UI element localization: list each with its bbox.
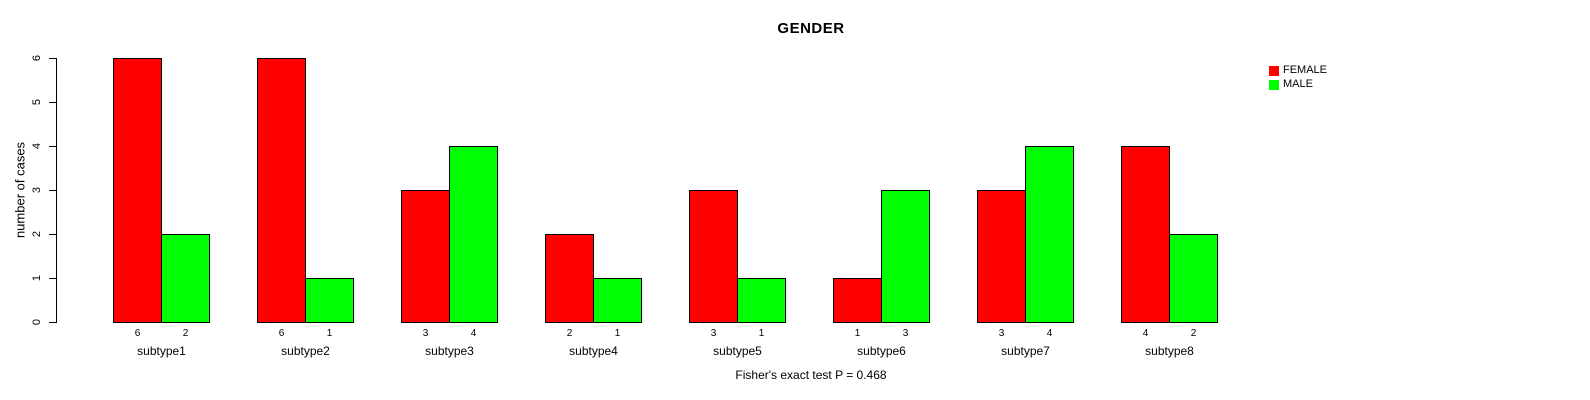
- bar-female-subtype8: [1121, 146, 1170, 323]
- bar-female-subtype3: [401, 190, 450, 323]
- y-tick-label-0: 0: [31, 318, 43, 326]
- category-label-subtype6: subtype6: [857, 344, 906, 358]
- y-axis: [56, 58, 57, 323]
- bar-female-subtype4: [545, 234, 594, 323]
- bar-female-subtype7: [977, 190, 1026, 323]
- bar-value-male-subtype4: 1: [614, 328, 621, 339]
- bar-male-subtype3: [449, 146, 498, 323]
- y-tick-label-1: 1: [31, 274, 43, 282]
- y-tick-4: [49, 145, 56, 147]
- bar-female-subtype6: [833, 278, 882, 323]
- bar-value-male-subtype5: 1: [758, 328, 765, 339]
- bar-value-female-subtype4: 2: [566, 328, 573, 339]
- bar-value-female-subtype1: 6: [134, 328, 141, 339]
- male-color-swatch: [1269, 79, 1279, 90]
- y-tick-3: [49, 189, 56, 191]
- bar-value-female-subtype3: 3: [422, 328, 429, 339]
- y-tick-1: [49, 277, 56, 279]
- category-label-subtype7: subtype7: [1001, 344, 1050, 358]
- bar-value-male-subtype7: 4: [1046, 328, 1053, 339]
- legend-item-male: MALE: [1269, 78, 1327, 91]
- bar-male-subtype7: [1025, 146, 1074, 323]
- bar-value-female-subtype5: 3: [710, 328, 717, 339]
- y-tick-2: [49, 233, 56, 235]
- y-tick-label-5: 5: [31, 98, 43, 106]
- legend-label-male: MALE: [1283, 78, 1313, 90]
- bar-value-female-subtype7: 3: [998, 328, 1005, 339]
- category-label-subtype5: subtype5: [713, 344, 762, 358]
- category-label-subtype3: subtype3: [425, 344, 474, 358]
- y-tick-6: [49, 57, 56, 59]
- bar-female-subtype1: [113, 58, 162, 323]
- y-tick-label-2: 2: [31, 230, 43, 238]
- bar-value-female-subtype8: 4: [1142, 328, 1149, 339]
- bar-female-subtype2: [257, 58, 306, 323]
- category-label-subtype2: subtype2: [281, 344, 330, 358]
- bar-value-male-subtype3: 4: [470, 328, 477, 339]
- bar-male-subtype2: [305, 278, 354, 323]
- y-tick-label-3: 3: [31, 186, 43, 194]
- female-color-swatch: [1269, 65, 1279, 76]
- bar-male-subtype6: [881, 190, 930, 323]
- bar-value-male-subtype8: 2: [1190, 328, 1197, 339]
- bar-value-male-subtype1: 2: [182, 328, 189, 339]
- legend: FEMALE MALE: [1269, 64, 1327, 92]
- category-label-subtype1: subtype1: [137, 344, 186, 358]
- y-tick-label-6: 6: [31, 54, 43, 62]
- bar-male-subtype4: [593, 278, 642, 323]
- chart-title: GENDER: [777, 20, 845, 37]
- y-tick-label-4: 4: [31, 142, 43, 150]
- bar-male-subtype1: [161, 234, 210, 323]
- y-tick-0: [49, 321, 56, 323]
- bar-male-subtype8: [1169, 234, 1218, 323]
- bar-value-male-subtype2: 1: [326, 328, 333, 339]
- category-label-subtype4: subtype4: [569, 344, 618, 358]
- legend-label-female: FEMALE: [1283, 64, 1328, 76]
- bar-value-female-subtype2: 6: [278, 328, 285, 339]
- fisher-test-caption: Fisher's exact test P = 0.468: [735, 368, 887, 382]
- bar-male-subtype5: [737, 278, 786, 323]
- y-tick-5: [49, 101, 56, 103]
- y-axis-label: number of cases: [12, 141, 28, 239]
- bar-female-subtype5: [689, 190, 738, 323]
- bar-value-male-subtype6: 3: [902, 328, 909, 339]
- legend-item-female: FEMALE: [1269, 64, 1327, 77]
- category-label-subtype8: subtype8: [1145, 344, 1194, 358]
- bar-value-female-subtype6: 1: [854, 328, 861, 339]
